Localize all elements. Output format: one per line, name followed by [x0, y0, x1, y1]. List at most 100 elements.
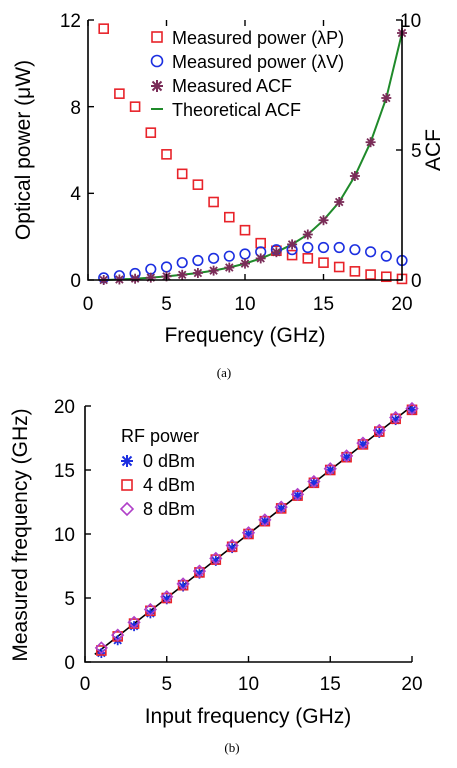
data-point-measured-acf: [287, 239, 298, 250]
data-point-8-dbm: [176, 577, 190, 591]
legend-label-8dbm: 8 dBm: [143, 499, 195, 519]
panel-b-xlabel: Input frequency (GHz): [145, 705, 352, 728]
panel-b-ytick-0: 0: [64, 653, 75, 674]
data-point-measured-acf: [224, 262, 235, 273]
data-point-8-dbm: [143, 602, 158, 617]
data-point-measured-acf: [349, 171, 360, 181]
data-point-8-dbm: [241, 526, 256, 540]
legend-square-marker: [151, 31, 163, 43]
data-point-measured-acf: [334, 197, 345, 207]
panel-b-ytick-10: 10: [54, 525, 75, 546]
panel-b-ylabel: Measured frequency (GHz): [9, 408, 32, 661]
data-point-measured-power-p: [161, 149, 172, 160]
data-point-8-dbm: [372, 423, 386, 437]
data-point-measured-power-p: [208, 196, 219, 208]
panel-a-xtick-10: 10: [234, 294, 255, 315]
panel-b-xtick-5: 5: [161, 674, 172, 695]
legend-label-theoretical-acf: Theoretical ACF: [172, 100, 301, 120]
data-point-measured-power-v: [223, 250, 235, 262]
data-point-measured-acf: [255, 253, 266, 264]
data-point-8-dbm: [323, 462, 337, 476]
data-point-measured-acf: [318, 215, 329, 226]
data-point-measured-power-p: [176, 168, 188, 180]
legend-asterisk-marker: [151, 80, 163, 92]
data-point-8-dbm: [389, 410, 403, 425]
data-point-8-dbm: [111, 628, 125, 642]
data-point-8-dbm: [225, 538, 239, 553]
data-point-measured-acf: [130, 273, 141, 284]
panel-a-y2tick-5: 5: [411, 141, 422, 162]
legend-circle-marker: [150, 54, 164, 68]
data-point-measured-power-p: [224, 211, 235, 223]
data-point-measured-power-v: [208, 252, 220, 264]
panel-b-ytick-15: 15: [54, 461, 75, 482]
data-point-measured-power-v: [192, 254, 204, 267]
data-point-measured-acf: [365, 137, 376, 148]
panel-b-ytick-5: 5: [64, 589, 75, 610]
panel-b-axis-ticks: [84, 405, 413, 663]
panel-b-legend: RF power 0 dBm 4 dBm 8 dBm: [119, 426, 199, 519]
data-point-0-dbm: [129, 621, 140, 632]
panel-b-series: [94, 401, 419, 659]
data-point-8-dbm: [192, 564, 207, 578]
data-point-8-dbm: [356, 436, 370, 450]
panel-a-ytick-0: 0: [70, 271, 81, 292]
panel-a-series: [98, 23, 408, 285]
panel-a-ylabel: Optical power (μW): [12, 60, 35, 240]
data-point-8-dbm: [405, 401, 419, 416]
panel-a-xtick-0: 0: [83, 294, 94, 315]
legend-label-0dbm: 0 dBm: [143, 451, 195, 471]
data-point-measured-acf: [240, 258, 250, 269]
legend-diamond-marker-8dbm: [119, 501, 135, 517]
data-point-measured-power-p: [114, 88, 125, 99]
panel-a-xtick-5: 5: [161, 294, 172, 315]
panel-a-caption: (a): [217, 365, 231, 380]
data-point-8-dbm: [160, 590, 174, 604]
data-point-measured-power-v: [317, 241, 330, 254]
panel-a-legend: Measured power (λP) Measured power (λV) …: [150, 28, 344, 120]
panel-a-axis-ticks: [87, 19, 403, 281]
data-point-measured-power-p: [349, 266, 361, 277]
data-point-measured-power-p: [239, 224, 251, 236]
data-point-measured-acf: [192, 267, 203, 278]
data-point-8-dbm: [209, 551, 223, 565]
panel-b-xtick-20: 20: [401, 674, 422, 695]
data-point-8-dbm: [290, 487, 305, 501]
data-point-measured-power-v: [365, 246, 377, 258]
legend-label-measured-acf: Measured ACF: [172, 76, 292, 96]
panel-a-y2tick-10: 10: [400, 11, 421, 32]
data-point-measured-power-v: [160, 261, 173, 273]
panel-a-xlabel: Frequency (GHz): [164, 324, 325, 347]
data-point-8-dbm: [258, 513, 272, 527]
data-point-8-dbm: [127, 615, 141, 629]
data-point-measured-power-v: [145, 263, 157, 275]
data-point-measured-acf: [381, 93, 392, 103]
data-point-measured-power-p: [129, 101, 141, 112]
data-point-measured-acf: [208, 265, 219, 276]
data-point-measured-power-v: [176, 257, 188, 269]
data-point-measured-power-p: [333, 261, 345, 273]
legend-label-lambda-p: Measured power (λP): [172, 28, 344, 48]
data-point-measured-power-v: [380, 250, 392, 262]
data-point-measured-power-p: [98, 23, 109, 34]
panel-b-caption: (b): [224, 740, 239, 755]
data-point-measured-acf: [145, 272, 156, 283]
panel-a-y2label: ACF: [422, 129, 445, 171]
data-point-4-dbm: [96, 645, 107, 656]
panel-b: 0 5 10 15 20 0 5 10 15 20 Input frequenc…: [9, 397, 423, 728]
data-point-8-dbm: [94, 641, 108, 655]
data-point-measured-power-v: [239, 248, 251, 260]
data-point-measured-power-p: [365, 269, 376, 280]
data-point-measured-power-p: [192, 179, 204, 190]
data-point-0-dbm: [145, 608, 156, 619]
panel-a-xtick-15: 15: [313, 294, 334, 315]
data-point-measured-power-p: [318, 257, 329, 268]
panel-a: 0 4 8 12 0 5 10 0 5 10 15 20 Frequency (…: [12, 11, 445, 347]
panel-a-ytick-12: 12: [60, 11, 81, 32]
data-point-measured-power-v: [349, 244, 361, 256]
panel-a-ytick-8: 8: [70, 98, 81, 119]
panel-b-xtick-15: 15: [320, 674, 341, 695]
data-point-measured-power-p: [145, 127, 157, 138]
legend-title-rf-power: RF power: [121, 426, 199, 446]
